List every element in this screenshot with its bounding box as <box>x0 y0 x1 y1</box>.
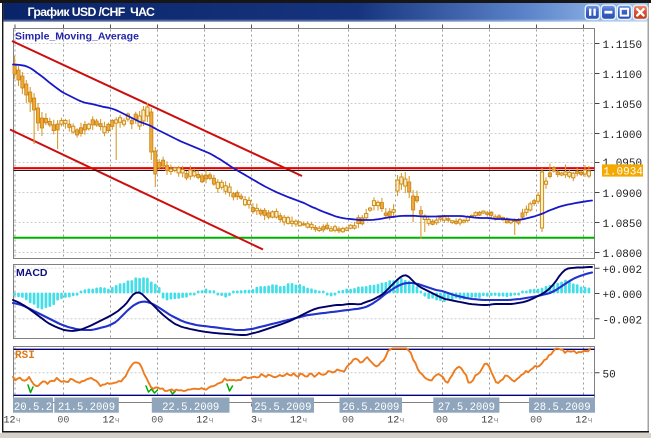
svg-text:Simple_Moving_Average: Simple_Moving_Average <box>15 31 139 43</box>
svg-text:ч: ч <box>16 416 21 425</box>
svg-text:50: 50 <box>603 369 616 381</box>
svg-text:20.5.2: 20.5.2 <box>14 402 52 414</box>
svg-text:+0.002: +0.002 <box>603 265 643 277</box>
svg-text:00: 00 <box>151 415 163 426</box>
svg-text:21.5.2009: 21.5.2009 <box>58 402 115 414</box>
svg-text:-0.002: -0.002 <box>603 315 643 327</box>
svg-text:1.1000: 1.1000 <box>603 130 643 142</box>
svg-text:22.5.2009: 22.5.2009 <box>162 402 219 414</box>
svg-text:ч: ч <box>115 416 120 425</box>
svg-text:27.5.2009: 27.5.2009 <box>438 402 495 414</box>
svg-text:26.5.2009: 26.5.2009 <box>342 402 399 414</box>
svg-text:28.5.2009: 28.5.2009 <box>533 402 590 414</box>
svg-text:1.0800: 1.0800 <box>603 249 643 261</box>
svg-text:1.1050: 1.1050 <box>603 100 643 112</box>
svg-text:00: 00 <box>530 415 542 426</box>
svg-text:00: 00 <box>57 415 69 426</box>
svg-text:MACD: MACD <box>16 267 48 279</box>
svg-text:График USD /CHF ЧАС: График USD /CHF ЧАС <box>28 5 156 19</box>
svg-text:3: 3 <box>251 415 257 426</box>
svg-text:1.1150: 1.1150 <box>603 40 643 52</box>
svg-text:ч: ч <box>494 416 499 425</box>
svg-text:12: 12 <box>196 415 208 426</box>
svg-text:12: 12 <box>290 415 302 426</box>
svg-text:00: 00 <box>342 415 354 426</box>
svg-text:12: 12 <box>481 415 493 426</box>
svg-text:ч: ч <box>400 416 405 425</box>
svg-text:12: 12 <box>575 415 587 426</box>
svg-text:12: 12 <box>387 415 399 426</box>
svg-text:ч: ч <box>209 416 214 425</box>
svg-text:1.0900: 1.0900 <box>603 189 643 201</box>
svg-text:12: 12 <box>102 415 114 426</box>
svg-text:ч: ч <box>588 416 593 425</box>
svg-text:ч: ч <box>257 416 262 425</box>
svg-text:ч: ч <box>302 416 307 425</box>
svg-text:+0.000: +0.000 <box>603 290 643 302</box>
svg-text:RSI: RSI <box>15 350 35 362</box>
svg-text:1.0850: 1.0850 <box>603 219 643 231</box>
svg-text:12: 12 <box>3 415 15 426</box>
svg-text:25.5.2009: 25.5.2009 <box>254 402 311 414</box>
svg-text:1.0934: 1.0934 <box>603 166 643 178</box>
svg-text:00: 00 <box>436 415 448 426</box>
svg-text:1.1100: 1.1100 <box>603 70 643 82</box>
